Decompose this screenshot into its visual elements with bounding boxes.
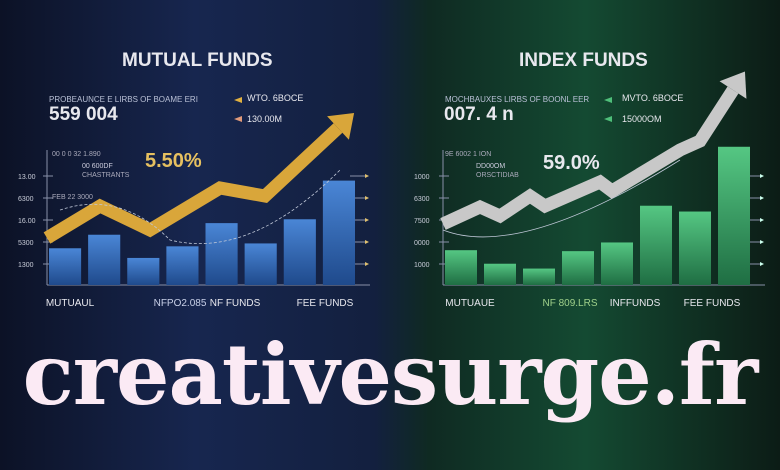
right-category-label: INFFUNDS bbox=[610, 298, 661, 309]
right-ytick-label: 0000 bbox=[414, 240, 430, 247]
right-tick-marker-icon bbox=[760, 218, 764, 222]
right-legend-marker-icon bbox=[604, 97, 612, 103]
right-note-2: DD00OM bbox=[476, 163, 506, 170]
right-note-1: 9E 6002 1 ION bbox=[445, 151, 492, 158]
left-legend-marker-icon bbox=[234, 116, 242, 122]
left-note-4: FEB 22 3000 bbox=[52, 194, 93, 201]
left-note-1: 00 0 0 32 1.890 bbox=[52, 151, 101, 158]
right-bar bbox=[601, 242, 633, 285]
right-legend-1: MVTO. 6BOCE bbox=[622, 93, 684, 103]
right-bar bbox=[679, 211, 711, 285]
left-bar bbox=[283, 219, 316, 285]
left-headline-value: 559 004 bbox=[49, 104, 118, 125]
right-note-3: ORSCTIDIAB bbox=[476, 172, 519, 179]
left-bar bbox=[166, 246, 199, 285]
left-legend-1: WTO. 6BOCE bbox=[247, 93, 304, 103]
left-bar bbox=[205, 223, 238, 285]
right-bar bbox=[718, 146, 750, 285]
left-legend-marker-icon bbox=[234, 97, 242, 103]
left-category-label: FEE FUNDS bbox=[297, 298, 354, 309]
right-tick-marker-icon bbox=[760, 196, 764, 200]
left-dashed-curve bbox=[59, 169, 341, 244]
left-note-3: CHASTRANTS bbox=[82, 172, 130, 179]
right-bar bbox=[523, 268, 555, 285]
left-bar bbox=[127, 257, 160, 285]
left-category-label: NF FUNDS bbox=[210, 298, 261, 309]
right-bar bbox=[562, 251, 594, 285]
left-tick-marker-icon bbox=[365, 240, 369, 244]
right-category-label: FEE FUNDS bbox=[684, 298, 741, 309]
left-bar bbox=[244, 243, 277, 285]
right-ytick-label: 1000 bbox=[414, 174, 430, 181]
left-subtitle: PROBEAUNCE E LIRBS OF BOAME ERI bbox=[49, 95, 198, 104]
left-ytick-label: 1300 bbox=[18, 262, 34, 269]
right-headline-value: 007. 4 n bbox=[444, 104, 514, 125]
right-tick-marker-icon bbox=[760, 262, 764, 266]
right-bar bbox=[640, 205, 672, 285]
left-ytick-label: 16.00 bbox=[18, 218, 36, 225]
left-bar bbox=[322, 180, 355, 285]
right-trend-arrow bbox=[440, 86, 739, 230]
right-category-label: NF 809.LRS bbox=[542, 298, 597, 309]
left-tick-marker-icon bbox=[365, 218, 369, 222]
left-bar bbox=[49, 248, 82, 285]
right-arrow-head-icon bbox=[719, 71, 747, 99]
right-tick-marker-icon bbox=[760, 240, 764, 244]
left-ytick-label: 5300 bbox=[18, 240, 34, 247]
right-chart-title: INDEX FUNDS bbox=[519, 50, 648, 71]
right-legend-marker-icon bbox=[604, 116, 612, 122]
left-note-2: 00 600DF bbox=[82, 163, 113, 170]
left-arrow-head-icon bbox=[327, 113, 355, 140]
left-ytick-label: 6300 bbox=[18, 196, 34, 203]
left-tick-marker-icon bbox=[365, 174, 369, 178]
left-category-label: NFPO2.085 bbox=[154, 298, 207, 309]
left-category-label: MUTUAUL bbox=[46, 298, 95, 309]
right-bar bbox=[484, 263, 516, 285]
watermark-text: creativesurge.fr bbox=[22, 325, 759, 424]
right-category-label: MUTUAUE bbox=[445, 298, 495, 309]
left-legend-2: 130.00M bbox=[247, 114, 283, 124]
left-bar bbox=[88, 234, 121, 285]
left-tick-marker-icon bbox=[365, 196, 369, 200]
right-bar bbox=[445, 250, 477, 285]
right-ytick-label: 6300 bbox=[414, 196, 430, 203]
left-ytick-label: 13.00 bbox=[18, 174, 36, 181]
right-subtitle: MOCHBAUXES LIRBS OF BOONL EER bbox=[445, 95, 590, 104]
right-dashed-curve bbox=[442, 159, 681, 238]
left-chart-title: MUTUAL FUNDS bbox=[122, 50, 273, 71]
right-ytick-label: 1000 bbox=[414, 262, 430, 269]
right-tick-marker-icon bbox=[760, 174, 764, 178]
left-annotation: 5.50% bbox=[145, 150, 202, 172]
left-trend-arrow bbox=[43, 123, 343, 244]
left-tick-marker-icon bbox=[365, 262, 369, 266]
right-annotation: 59.0% bbox=[543, 152, 600, 174]
right-legend-2: 15000OM bbox=[622, 114, 662, 124]
right-ytick-label: 7500 bbox=[414, 218, 430, 225]
